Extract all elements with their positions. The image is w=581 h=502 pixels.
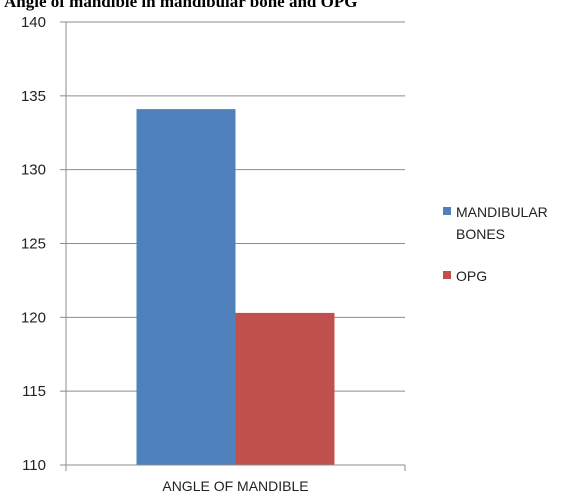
legend: MANDIBULAR BONES OPG [443, 204, 548, 284]
y-tick-label: 135 [21, 88, 46, 105]
y-tick-label: 110 [22, 457, 46, 474]
bar-opg [235, 312, 335, 465]
bar-mandibular-bones [136, 109, 236, 465]
chart-title: Angle of mandible in mandibular bone and… [4, 0, 357, 11]
axes [65, 22, 406, 471]
x-category-label: ANGLE OF MANDIBLE [162, 478, 308, 494]
y-tick-label: 130 [21, 162, 46, 179]
x-axis-categories: ANGLE OF MANDIBLE [162, 478, 308, 494]
legend-swatch [443, 271, 451, 279]
y-tick-label: 115 [22, 383, 46, 400]
legend-swatch [443, 207, 451, 215]
legend-label: MANDIBULAR BONES [456, 204, 548, 242]
y-axis-ticks: 110 115 120 125 130 135 140 [21, 14, 66, 474]
legend-label: OPG [456, 268, 487, 284]
bars [136, 109, 335, 465]
y-tick-label: 125 [21, 236, 46, 253]
y-tick-label: 140 [21, 14, 46, 31]
y-tick-label: 120 [21, 309, 46, 326]
